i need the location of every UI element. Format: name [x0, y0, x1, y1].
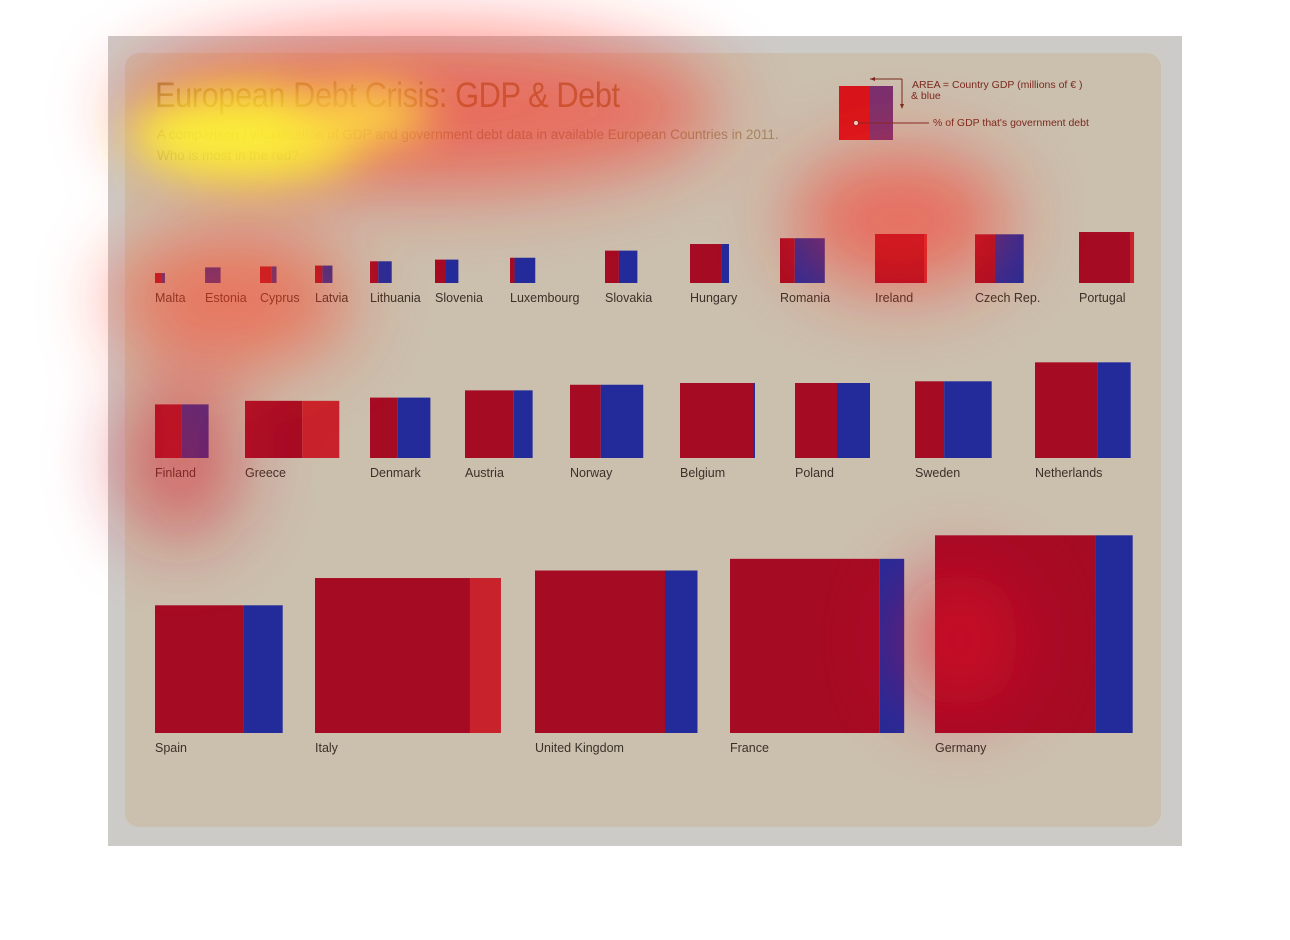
- country-label: Sweden: [915, 466, 960, 480]
- country-label: Hungary: [690, 291, 738, 305]
- gdp-remainder-bar: [618, 250, 638, 283]
- gdp-remainder-bar: [205, 267, 221, 283]
- country-label: Luxembourg: [510, 291, 580, 305]
- country-label: Estonia: [205, 291, 247, 305]
- country-label: Cyprus: [260, 291, 300, 305]
- gdp-remainder-bar: [162, 273, 165, 283]
- country-label: Austria: [465, 466, 504, 480]
- gdp-remainder-bar: [514, 257, 536, 283]
- country-label: Denmark: [370, 466, 421, 480]
- debt-bar: [1079, 232, 1130, 283]
- country-label: Slovakia: [605, 291, 652, 305]
- debt-bar: [875, 233, 925, 283]
- debt-bar: [155, 605, 244, 733]
- debt-bar: [570, 384, 601, 458]
- legend-blue-swatch: [869, 86, 893, 140]
- debt-over-gdp-bar: [469, 578, 501, 733]
- debt-bar: [260, 266, 272, 283]
- legend-area-label: AREA = Country GDP (millions of € ): [912, 79, 1083, 91]
- gdp-remainder-bar: [994, 234, 1024, 283]
- debt-bar: [155, 273, 163, 283]
- country-label: Czech Rep.: [975, 291, 1040, 305]
- legend-debt-label: % of GDP that's government debt: [933, 117, 1089, 129]
- debt-bar: [155, 404, 182, 458]
- country-label: Portugal: [1079, 291, 1126, 305]
- legend-area-label-2: & blue: [911, 90, 941, 102]
- debt-bar: [605, 250, 619, 283]
- country-label: Malta: [155, 291, 186, 305]
- debt-over-gdp-bar: [1129, 232, 1135, 283]
- country-label: Germany: [935, 741, 987, 755]
- debt-bar: [780, 238, 795, 283]
- legend-arrow-icon: [900, 104, 904, 109]
- debt-bar: [435, 259, 446, 283]
- debt-over-gdp-bar: [924, 233, 927, 283]
- gdp-remainder-bar: [794, 238, 825, 283]
- debt-bar: [370, 261, 379, 283]
- legend-debt-dot: [853, 120, 859, 126]
- country-label: Norway: [570, 466, 613, 480]
- debt-bar: [975, 234, 995, 283]
- debt-bar: [935, 535, 1096, 733]
- legend-red-swatch: [839, 86, 869, 140]
- debt-over-gdp-bar: [302, 400, 340, 458]
- gdp-remainder-bar: [397, 397, 431, 458]
- debt-bar: [1035, 362, 1098, 458]
- country-label: France: [730, 741, 769, 755]
- gdp-remainder-bar: [445, 259, 459, 283]
- debt-bar: [730, 558, 880, 733]
- country-label: Finland: [155, 466, 196, 480]
- country-label: Ireland: [875, 291, 913, 305]
- gdp-remainder-bar: [944, 381, 992, 458]
- legend-graphic: [839, 77, 929, 140]
- country-label: Spain: [155, 741, 187, 755]
- gdp-remainder-bar: [664, 570, 698, 733]
- debt-bar: [205, 267, 206, 283]
- debt-bar: [795, 383, 837, 458]
- debt-bar: [690, 244, 722, 283]
- debt-bar: [315, 265, 323, 283]
- debt-bar: [315, 578, 470, 733]
- gdp-remainder-bar: [753, 383, 755, 458]
- gdp-remainder-bar: [600, 384, 644, 458]
- gdp-remainder-bar: [243, 605, 283, 733]
- country-label: Netherlands: [1035, 466, 1102, 480]
- country-label: Romania: [780, 291, 830, 305]
- debt-bar: [680, 383, 754, 458]
- gdp-remainder-bar: [836, 383, 870, 458]
- debt-bar: [245, 400, 303, 458]
- debt-bar: [465, 390, 514, 458]
- country-label: Italy: [315, 741, 339, 755]
- debt-bar: [510, 257, 515, 283]
- country-label: Greece: [245, 466, 286, 480]
- debt-bar: [915, 381, 945, 458]
- country-label: Poland: [795, 466, 834, 480]
- gdp-remainder-bar: [879, 558, 905, 733]
- country-label: United Kingdom: [535, 741, 624, 755]
- gdp-remainder-bar: [181, 404, 209, 458]
- gdp-remainder-bar: [1095, 535, 1133, 733]
- legend-arrow-icon: [870, 77, 875, 81]
- country-label: Slovenia: [435, 291, 483, 305]
- debt-bar: [535, 570, 665, 733]
- gdp-remainder-bar: [271, 266, 277, 283]
- gdp-remainder-bar: [513, 390, 533, 458]
- country-label: Lithuania: [370, 291, 421, 305]
- gdp-remainder-bar: [1097, 362, 1131, 458]
- country-label: Latvia: [315, 291, 348, 305]
- gdp-remainder-bar: [721, 244, 729, 283]
- country-label: Belgium: [680, 466, 725, 480]
- debt-bar: [370, 397, 398, 458]
- gdp-remainder-bar: [322, 265, 333, 283]
- gdp-remainder-bar: [378, 261, 392, 283]
